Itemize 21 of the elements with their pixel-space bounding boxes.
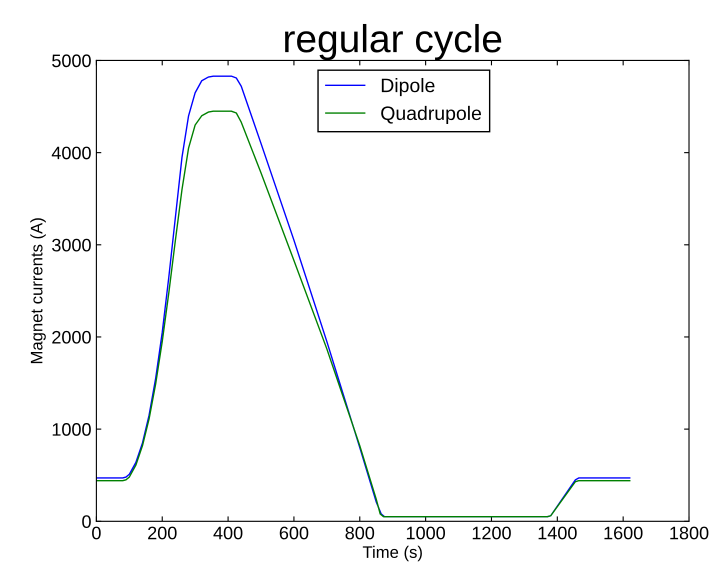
x-tick-label: 1400 (538, 526, 577, 540)
legend-label: Quadrupole (381, 106, 482, 124)
y-tick-label: 1000 (52, 423, 91, 436)
x-tick-label: 1600 (604, 526, 643, 540)
y-tick-label: 4000 (52, 146, 91, 160)
x-axis-title: Time (s) (362, 546, 422, 562)
x-tick-label: 800 (346, 526, 374, 540)
y-tick-label: 3000 (52, 238, 91, 252)
x-tick-label: 0 (92, 526, 101, 540)
x-tick-label: 600 (280, 526, 308, 540)
x-tick-label: 1200 (472, 526, 511, 540)
chart-title: regular cycle (285, 24, 502, 60)
x-tick-label: 1000 (406, 526, 445, 540)
x-tick-label: 1800 (670, 526, 708, 540)
x-tick-label: 200 (148, 526, 177, 540)
y-axis-title: Magnet currents (A) (30, 218, 46, 364)
legend-label: Dipole (382, 78, 435, 96)
y-tick-label: 2000 (52, 330, 91, 344)
x-tick-label: 400 (213, 526, 242, 540)
y-tick-label: 0 (82, 515, 91, 528)
y-tick-label: 5000 (52, 54, 91, 68)
